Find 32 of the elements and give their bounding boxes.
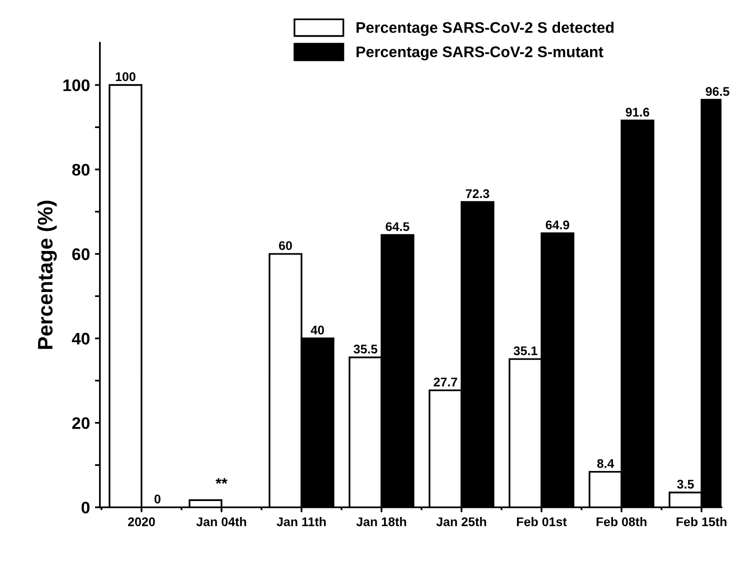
legend-label: Percentage SARS-CoV-2 S detected — [356, 22, 614, 36]
x-tick-label: Feb 15th — [676, 517, 726, 526]
annotation: ** — [216, 478, 228, 484]
data-label: 100 — [116, 72, 136, 82]
y-tick-label: 40 — [72, 332, 90, 345]
y-tick-label: 20 — [72, 417, 90, 430]
data-label: 35.1 — [514, 346, 538, 356]
data-label: 3.5 — [677, 480, 694, 489]
y-tick-label: 100 — [63, 79, 90, 92]
data-label: 72.3 — [466, 189, 490, 198]
x-tick-label: 2020 — [128, 517, 155, 526]
data-label: 60 — [279, 241, 292, 250]
data-label: 40 — [310, 326, 324, 335]
data-label: 8.4 — [597, 459, 614, 468]
data-label: 64.9 — [546, 220, 570, 230]
x-tick-label: Feb 08th — [596, 517, 646, 526]
y-tick-label: 0 — [82, 502, 90, 514]
x-tick-label: Feb 01st — [516, 517, 567, 526]
data-label: 64.5 — [386, 222, 410, 232]
y-tick-label: 60 — [72, 248, 90, 260]
data-label: 96.5 — [706, 87, 730, 96]
data-label: 0 — [154, 494, 160, 504]
y-axis-title: Percentage (%) — [37, 200, 57, 349]
x-tick-label: Jan 04th — [196, 517, 246, 526]
data-label: 35.5 — [354, 344, 378, 354]
data-label: 27.7 — [434, 378, 458, 386]
data-label: 91.6 — [626, 108, 650, 117]
legend-label: Percentage SARS-CoV-2 S-mutant — [356, 46, 604, 60]
y-tick-label: 80 — [72, 164, 90, 176]
x-tick-label: Jan 18th — [356, 517, 406, 526]
x-tick-label: Jan 11th — [276, 517, 326, 526]
x-tick-label: Jan 25th — [436, 517, 486, 526]
